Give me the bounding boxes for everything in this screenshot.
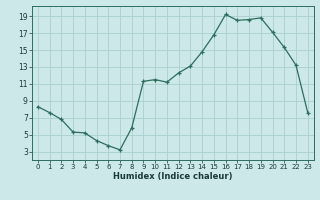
X-axis label: Humidex (Indice chaleur): Humidex (Indice chaleur) — [113, 172, 233, 181]
